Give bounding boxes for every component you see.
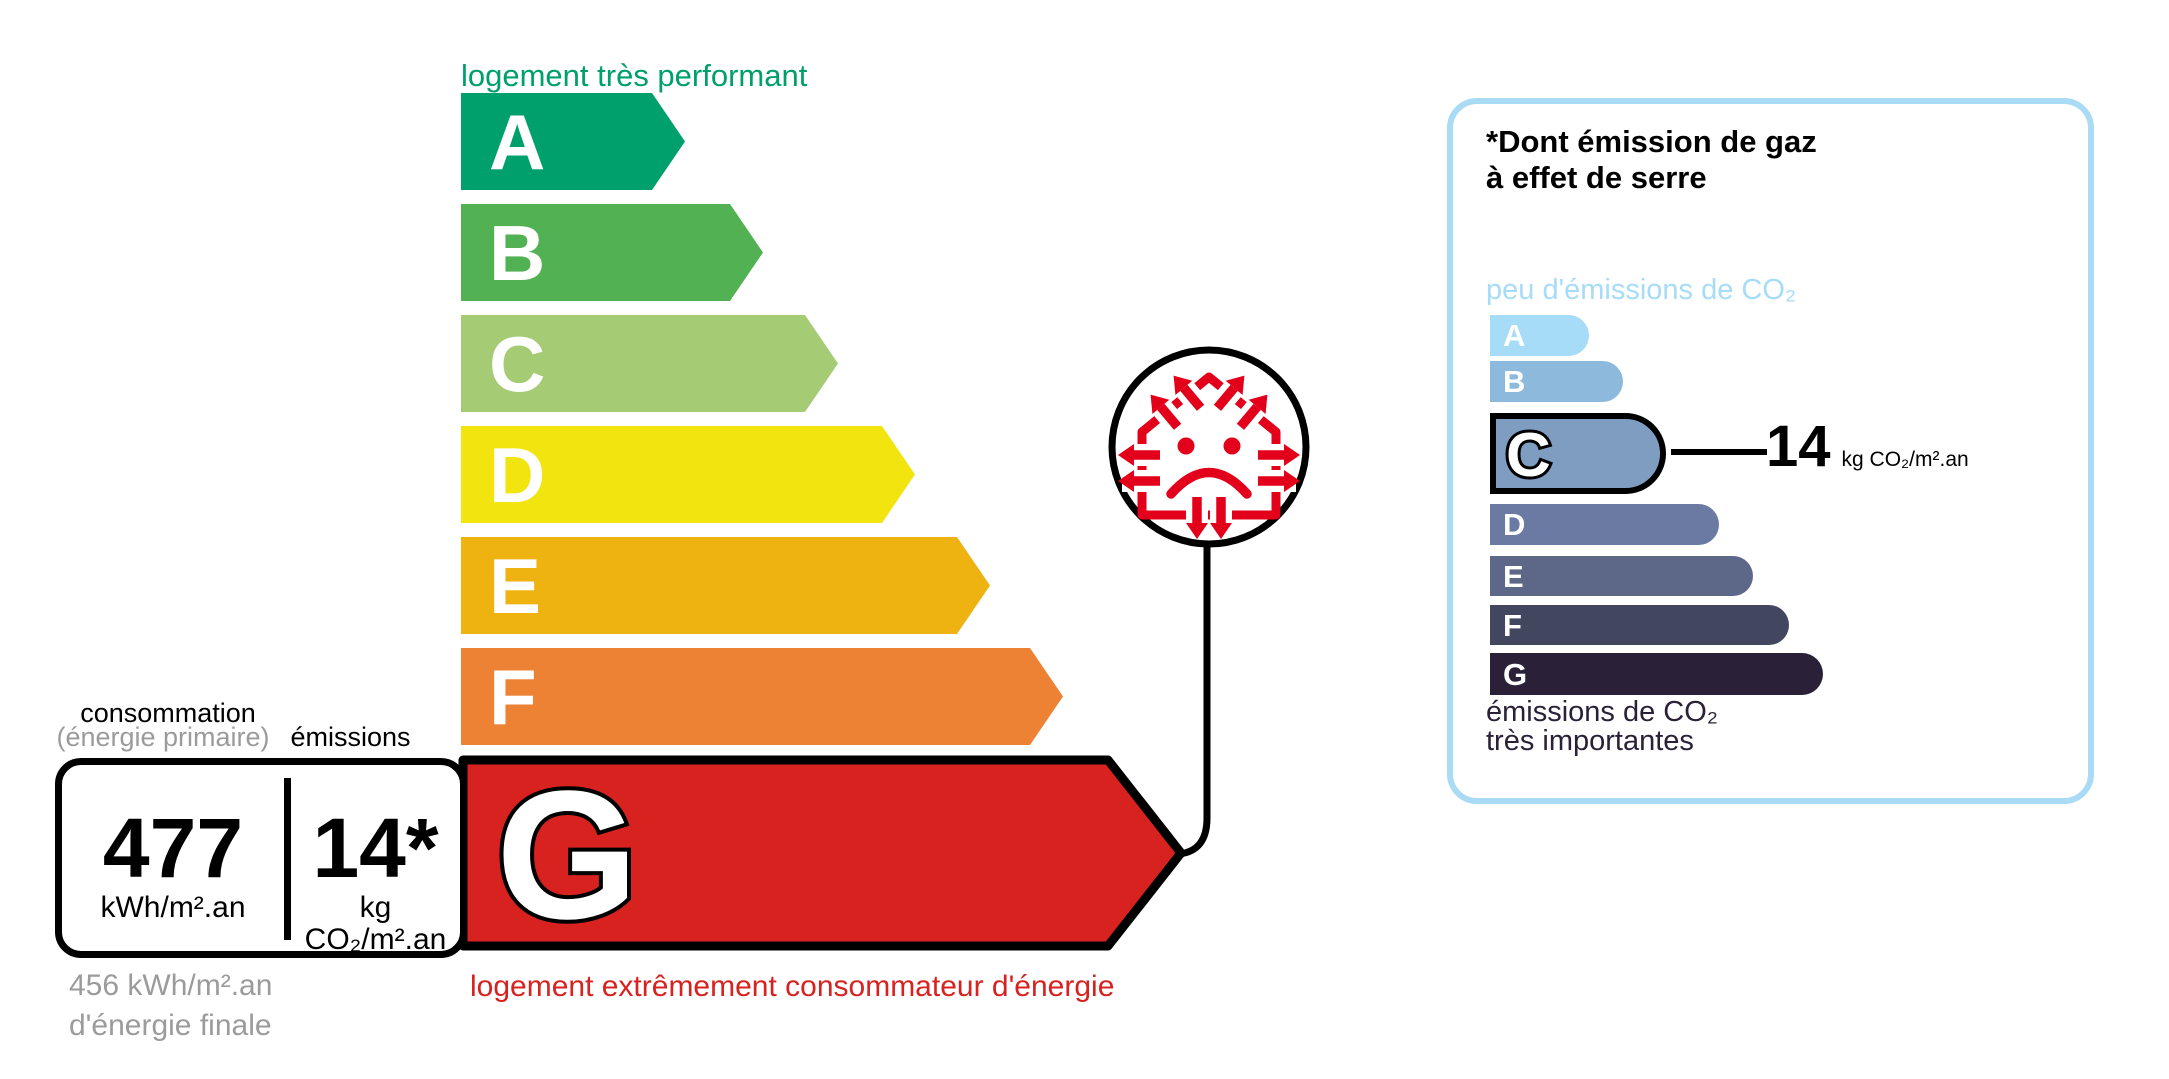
energy-class-c-label: C bbox=[489, 319, 546, 408]
co2-class-b-label: B bbox=[1503, 364, 1526, 399]
co2-value: 14 bbox=[1766, 414, 1831, 479]
co2-panel-title: *Dont émission de gaz à effet de serre bbox=[1486, 124, 1817, 196]
co2-class-e-label: E bbox=[1503, 558, 1524, 594]
co2-class-f-bar: F bbox=[1490, 605, 1789, 645]
co2-callout: 14 kg CO₂/m².an bbox=[1766, 418, 1969, 476]
emissions-unit: kg CO₂/m².an bbox=[304, 891, 447, 956]
emissions-label: émissions bbox=[290, 722, 411, 752]
consumption-cell: 477 kWh/m².an bbox=[62, 806, 284, 924]
co2-scale-footer-line1: émissions de CO₂ bbox=[1486, 696, 1719, 728]
consumption-unit: kWh/m².an bbox=[100, 891, 246, 924]
energy-class-g-arrow-current: G bbox=[458, 755, 1186, 951]
co2-panel-title-line2: à effet de serre bbox=[1486, 160, 1707, 195]
co2-class-b-bar: B bbox=[1490, 361, 1623, 402]
co2-panel-title-line1: *Dont émission de gaz bbox=[1486, 124, 1817, 159]
co2-value-unit: kg CO₂/m².an bbox=[1841, 448, 1969, 471]
co2-emissions-panel: *Dont émission de gaz à effet de serre p… bbox=[1447, 98, 2094, 804]
energy-class-e-label: E bbox=[489, 541, 542, 630]
sad-house-energy-leak-badge bbox=[1060, 346, 1330, 858]
energy-class-a-label: A bbox=[489, 97, 546, 186]
final-energy-note: 456 kWh/m².an d'énergie finale bbox=[69, 966, 272, 1046]
energy-class-f-label: F bbox=[489, 652, 537, 741]
energy-class-d-label: D bbox=[489, 430, 546, 519]
badge-connector-line bbox=[1175, 539, 1211, 858]
co2-class-c-letter-svg: C bbox=[1503, 419, 1554, 488]
co2-class-d-label: D bbox=[1503, 507, 1526, 542]
values-box: 477 kWh/m².an 14* kg CO₂/m².an bbox=[55, 758, 467, 958]
energy-class-a-arrow: A bbox=[461, 93, 685, 190]
co2-class-g-label: G bbox=[1503, 656, 1528, 692]
co2-scale-footer: émissions de CO₂ très importantes bbox=[1486, 698, 1718, 756]
final-energy-line1: 456 kWh/m².an bbox=[69, 969, 273, 1002]
co2-class-d-bar: D bbox=[1490, 504, 1719, 545]
energy-class-b-arrow: B bbox=[461, 204, 763, 301]
emissions-cell: 14* kg CO₂/m².an bbox=[291, 806, 460, 956]
co2-class-e-bar: E bbox=[1490, 556, 1753, 596]
energy-scale-title: logement très performant bbox=[461, 58, 808, 93]
co2-scale-footer-line2: très importantes bbox=[1486, 725, 1694, 757]
values-box-divider bbox=[284, 778, 291, 940]
energy-class-c-arrow: C bbox=[461, 315, 838, 412]
energy-class-d-arrow: D bbox=[461, 426, 915, 523]
emissions-value: 14* bbox=[312, 801, 439, 895]
energy-class-e-arrow: E bbox=[461, 537, 990, 634]
co2-class-a-label: A bbox=[1503, 318, 1526, 353]
co2-class-a-bar: A bbox=[1490, 315, 1589, 356]
consumption-sublabel: (énergie primaire) bbox=[56, 722, 270, 752]
energy-scale-footer: logement extrêmement consommateur d'éner… bbox=[470, 970, 1115, 1003]
co2-class-g-bar: G bbox=[1490, 653, 1823, 695]
sad-house-icon bbox=[1118, 369, 1300, 539]
co2-class-c-label: C bbox=[1506, 421, 1551, 488]
consumption-label: consommation bbox=[80, 698, 256, 728]
co2-class-f-label: F bbox=[1503, 607, 1522, 643]
co2-callout-line bbox=[1671, 449, 1767, 455]
energy-class-g-label: G bbox=[496, 755, 638, 951]
final-energy-line2: d'énergie finale bbox=[69, 1009, 272, 1042]
co2-class-c-bar-current: C bbox=[1490, 413, 1666, 494]
energy-class-f-arrow: F bbox=[461, 648, 1063, 745]
energy-class-b-label: B bbox=[489, 208, 546, 297]
consumption-value: 477 bbox=[102, 801, 244, 895]
co2-scale-subtitle: peu d'émissions de CO₂ bbox=[1486, 274, 1797, 306]
